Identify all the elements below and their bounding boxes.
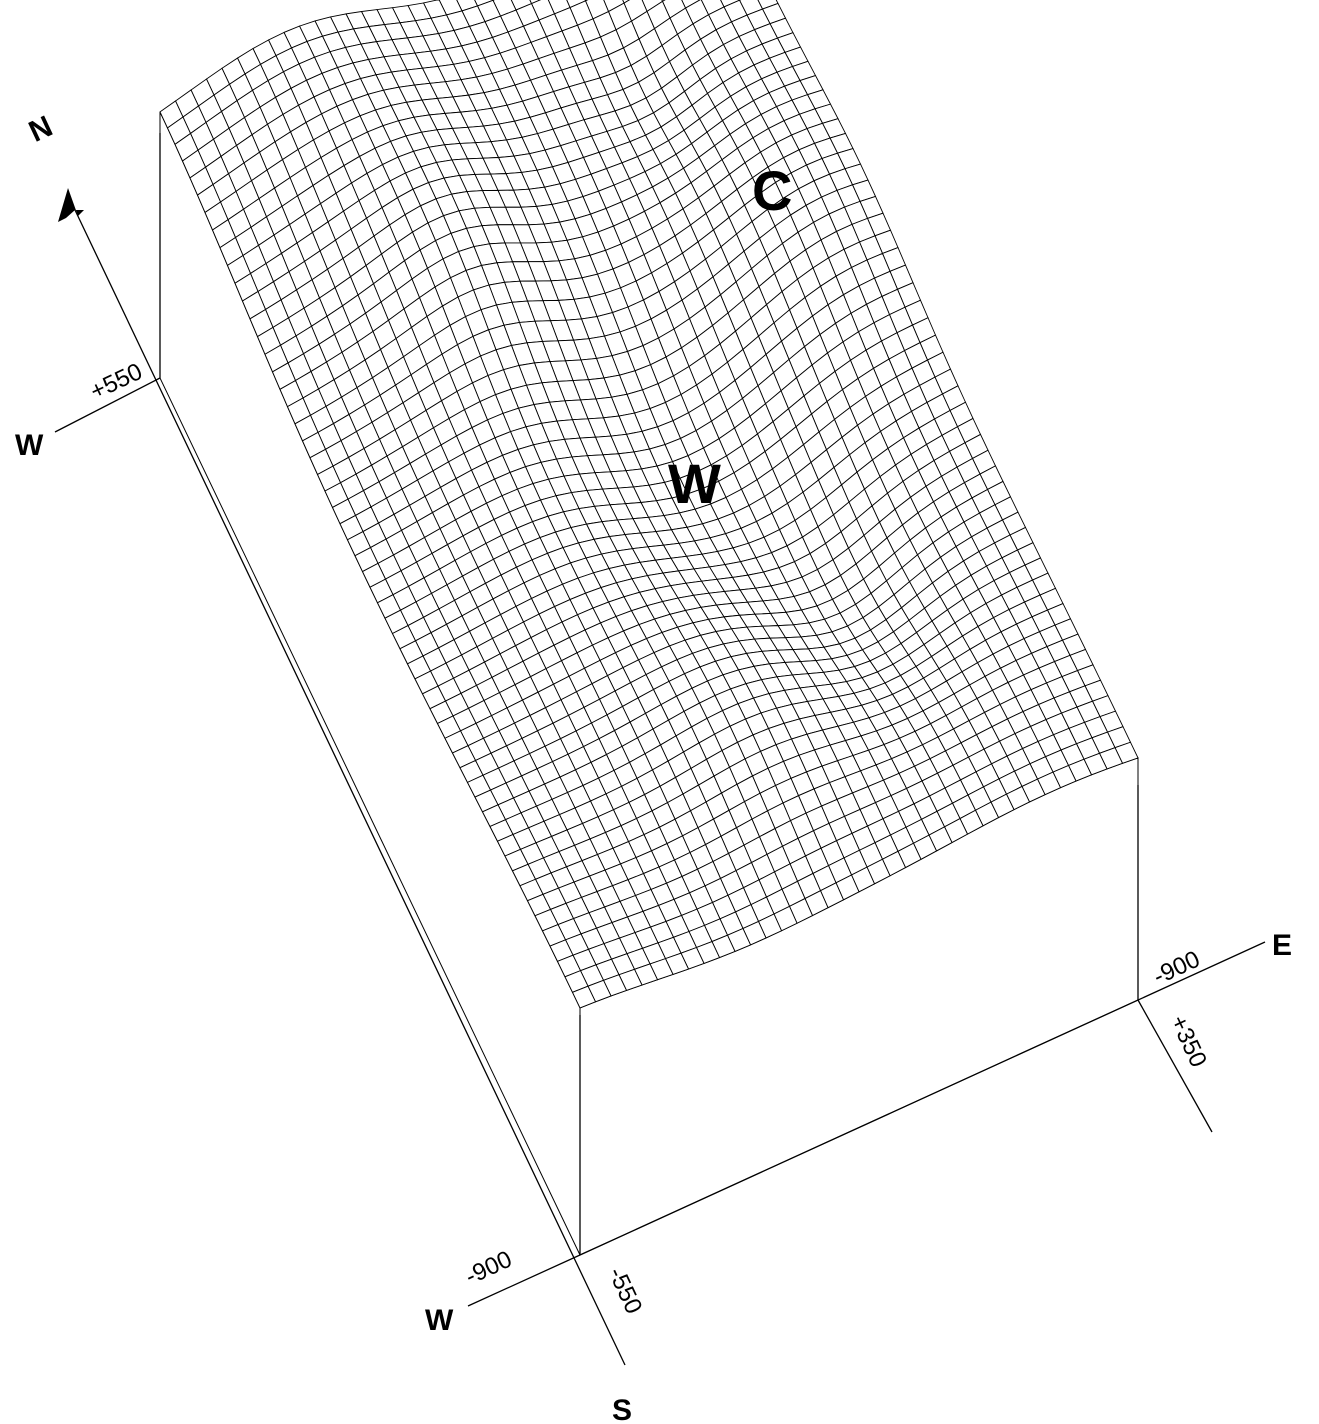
east-coordinate: -900 [1149,946,1204,991]
upper-west-coordinate: +550 [86,358,146,405]
terrain-mesh [159,0,1139,1009]
lower-west-label: W [425,1304,454,1337]
marker-c: C [752,159,792,222]
upper-west-tick [54,377,161,433]
marker-w: W [668,452,721,515]
north-south-axis [74,209,626,1366]
lower-west-axis [467,1254,581,1307]
mesh-cell [571,985,597,1009]
south-coordinate: -550 [603,1263,648,1318]
east-north-coordinate: +350 [1165,1011,1212,1071]
north-label: N [24,110,58,149]
south-label: S [612,1394,632,1424]
axis-lines [54,133,1266,1366]
east-axis [579,941,1266,1256]
lower-west-coordinate: -900 [461,1246,516,1291]
east-north-tick [1137,999,1213,1133]
north-arrow [58,188,84,222]
east-label: E [1272,929,1292,962]
upper-west-label: W [15,429,44,462]
